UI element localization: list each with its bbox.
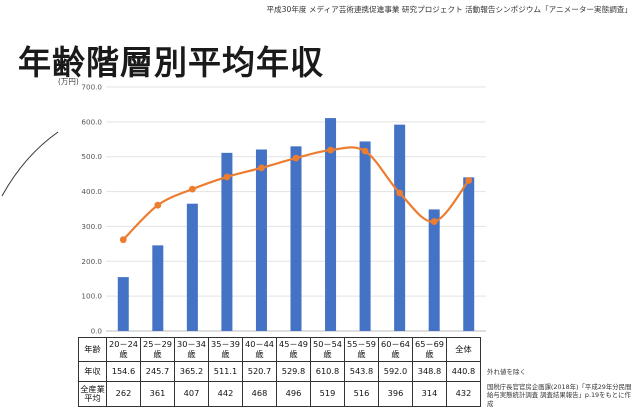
row-header: 年収 (78, 361, 107, 382)
row-header: 全産業 平均 (78, 381, 107, 407)
column-header: 全体 (446, 337, 481, 362)
bar (152, 245, 164, 331)
table-cell: 348.8 (412, 361, 447, 382)
column-header: 55－59 歳 (344, 337, 379, 362)
bar (290, 146, 302, 331)
table-cell: 432 (446, 381, 481, 407)
y-unit-label: (万円) (58, 77, 79, 86)
source-note: 国税庁長官官房企画課(2018年)「平成29年分民間給与実態統計調査 調査結果報… (487, 383, 632, 408)
column-header: 45－49 歳 (276, 337, 311, 362)
bar (186, 203, 198, 331)
line-point (465, 177, 473, 184)
outlier-note: 外れ値を除く (487, 368, 526, 376)
table-cell: 361 (140, 381, 175, 407)
table-cell: 245.7 (140, 361, 175, 382)
table-cell: 520.7 (242, 361, 277, 382)
column-header: 65－69 歳 (412, 337, 447, 362)
y-tick-label: 100.0 (81, 292, 102, 301)
column-header: 25－29 歳 (140, 337, 175, 362)
table-cell: 543.8 (344, 361, 379, 382)
y-tick-label: 200.0 (81, 257, 102, 266)
line-point (430, 218, 438, 225)
table-cell: 529.8 (276, 361, 311, 382)
table-row: 全産業 平均 262 361 407 442 468 496 519 516 396 314 432 (78, 381, 481, 407)
line-point (119, 236, 127, 244)
bar (117, 277, 129, 331)
column-header: 60－64 歳 (378, 337, 413, 362)
table-header-row: 年齢 20－24 歳 25－29 歳 30－34 歳 35－39 歳 40－44 歳 45－49 歳 50… (78, 337, 481, 362)
column-header: 20－24 歳 (106, 337, 141, 362)
y-tick-label: 500.0 (81, 152, 102, 161)
header-text: 平成30年度 メディア芸術連携促進事業 研究プロジェクト 活動報告シンポジウム「… (266, 5, 632, 14)
table-cell: 442 (208, 381, 243, 407)
data-table: 年齢 20－24 歳 25－29 歳 30－34 歳 35－39 歳 40－44 歳 45－49 歳 50… (78, 337, 481, 407)
y-tick-label: 0.0 (91, 327, 103, 336)
table-cell: 365.2 (174, 361, 209, 382)
line-point (258, 164, 265, 172)
table-cell: 154.6 (106, 361, 141, 382)
column-header: 30－34 歳 (174, 337, 209, 362)
bar (359, 141, 371, 331)
line-point (154, 201, 162, 209)
column-header: 50－54 歳 (310, 337, 345, 362)
y-tick-label: 600.0 (81, 117, 102, 126)
table-cell: 407 (174, 381, 209, 407)
page-title: 年齢階層別平均年収 (18, 43, 324, 82)
table-cell: 511.1 (208, 361, 243, 382)
y-tick-label: 700.0 (81, 83, 102, 92)
y-tick-label: 300.0 (81, 222, 102, 231)
bar (428, 209, 440, 331)
column-header: 40－44 歳 (242, 337, 277, 362)
table-cell: 396 (378, 381, 413, 407)
table-cell: 519 (310, 381, 345, 407)
table-cell: 440.8 (446, 361, 481, 382)
table-cell: 262 (106, 381, 141, 407)
bar (394, 124, 406, 331)
table-cell: 496 (276, 381, 311, 407)
line-point (188, 185, 196, 193)
table-row: 年収 154.6 245.7 365.2 511.1 520.7 529.8 610.8 543… (78, 361, 481, 382)
row-header: 年齢 (78, 337, 107, 362)
column-header: 35－39 歳 (208, 337, 243, 362)
bar (255, 149, 267, 331)
line-point (327, 146, 334, 154)
bar (325, 118, 337, 331)
line-point (361, 147, 369, 155)
bar (221, 152, 233, 331)
y-tick-label: 400.0 (81, 187, 102, 196)
decorative-arc (1, 131, 59, 197)
line-point (396, 189, 404, 197)
table-cell: 610.8 (310, 361, 345, 382)
line-point (223, 173, 231, 181)
table-cell: 314 (412, 381, 447, 407)
table-cell: 516 (344, 381, 379, 407)
table-cell: 592.0 (378, 361, 413, 382)
table-cell: 468 (242, 381, 277, 407)
line-point (292, 154, 300, 162)
bar (463, 177, 475, 331)
